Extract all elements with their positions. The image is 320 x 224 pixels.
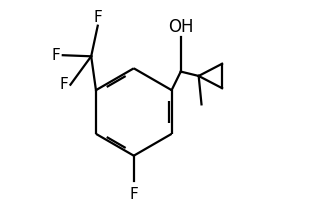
Text: F: F [93,10,102,25]
Text: F: F [59,77,68,92]
Text: F: F [52,48,60,63]
Text: F: F [129,187,138,202]
Text: OH: OH [168,17,194,36]
